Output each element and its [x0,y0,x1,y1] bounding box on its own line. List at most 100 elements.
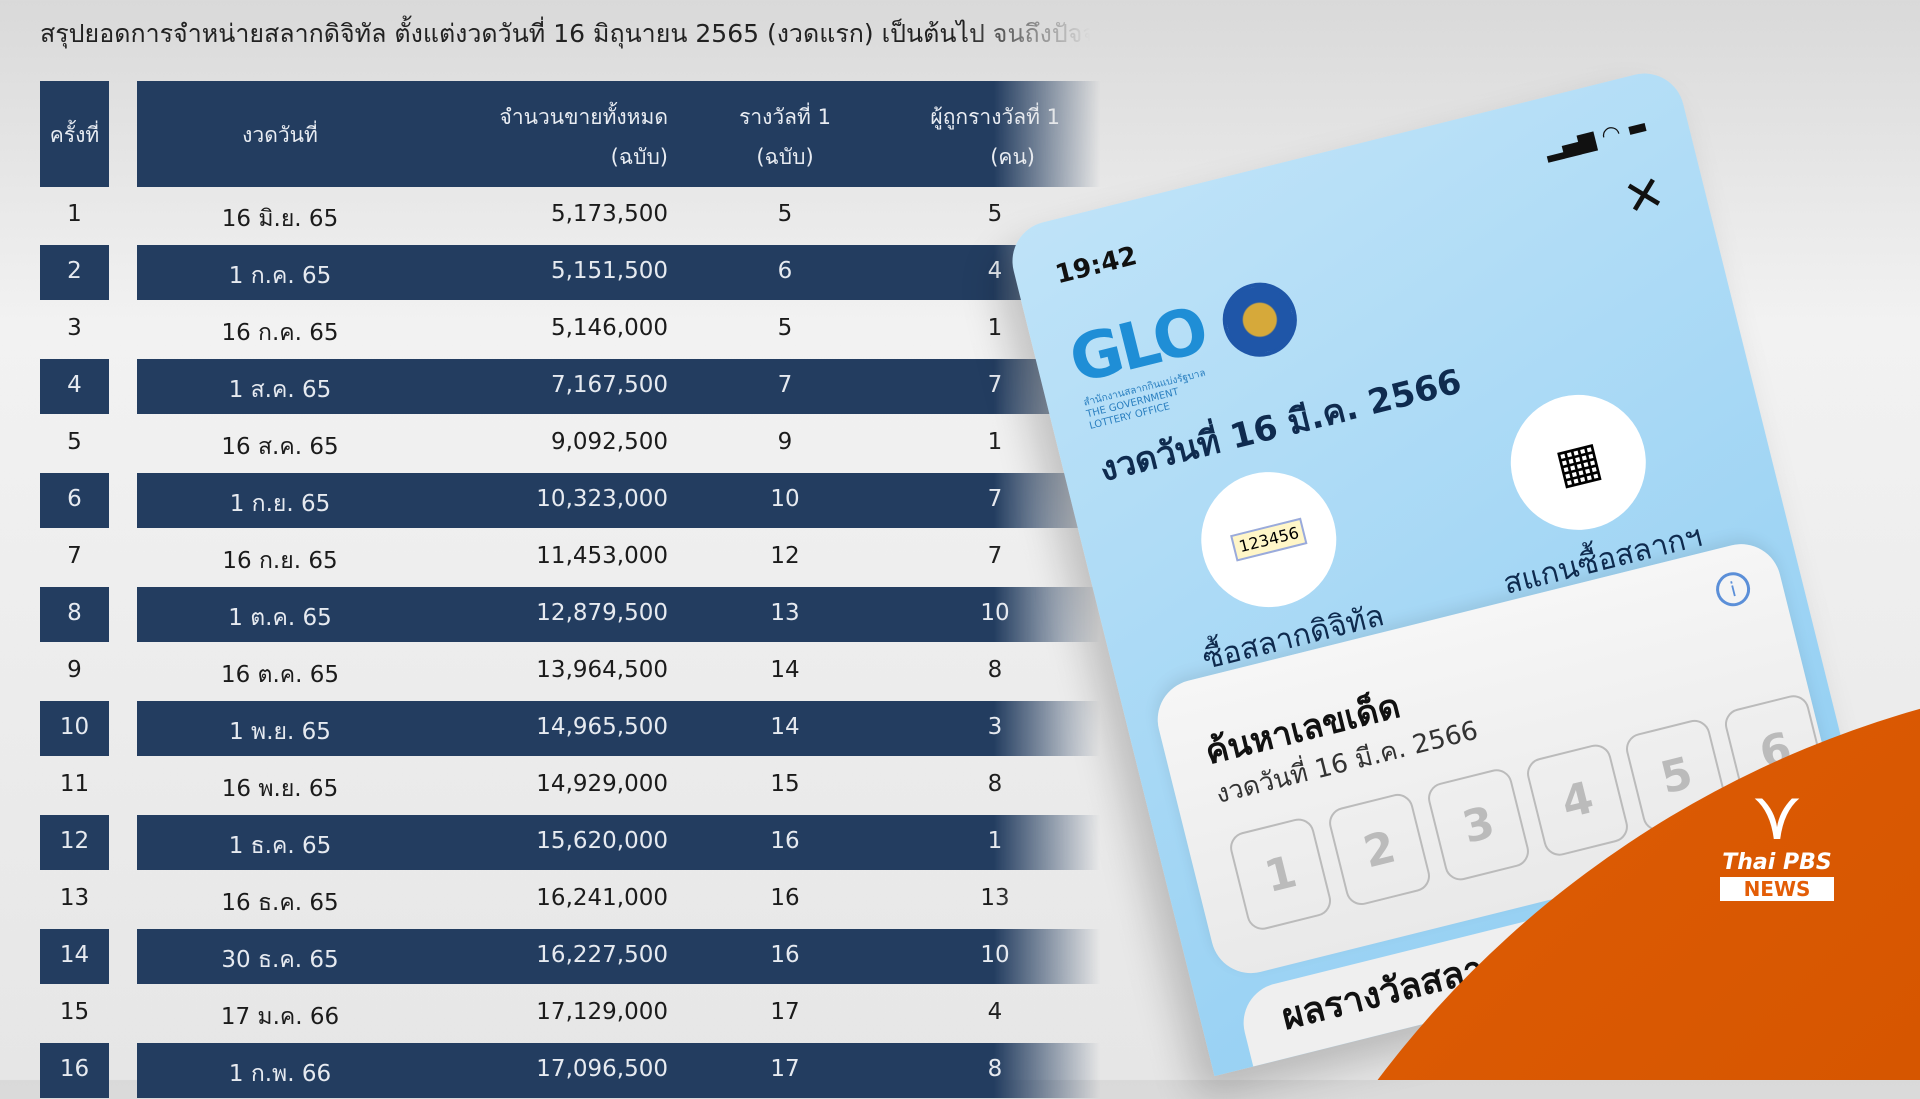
page-title: สรุปยอดการจำหน่ายสลากดิจิทัล ตั้งแต่งวดว… [40,19,1090,48]
cell-date: 16 มิ.ย. 65 [221,206,339,232]
cell-winners: 1 [987,315,1003,341]
digit-input-1[interactable]: 1 [1226,815,1335,934]
cell-total: 9,092,500 [550,429,668,455]
table-row: 16 1 ก.พ. 66 17,096,500 17 8 [40,1042,1100,1099]
cell-date: 1 ต.ค. 65 [228,605,332,631]
digit-input-4[interactable]: 4 [1523,741,1632,860]
cell-no: 10 [59,714,90,740]
cell-date: 16 ก.ย. 65 [222,548,338,574]
status-icons: ▂▄▆ ◠ ▬ [1543,114,1651,164]
header-date: งวดวันที่ [242,123,318,147]
cell-winners: 1 [987,429,1003,455]
header-winners: ผู้ถูกรางวัลที่ 1 [930,105,1060,129]
header-prize-unit: (ฉบับ) [756,145,814,169]
cell-winners: 8 [987,1056,1003,1082]
cell-prize: 15 [770,771,800,797]
cell-total: 16,227,500 [536,942,668,968]
cell-no: 15 [59,999,90,1025]
cell-total: 13,964,500 [536,657,668,683]
wifi-icon: ◠ [1598,120,1624,150]
table-row: 5 16 ส.ค. 65 9,092,500 9 1 [40,415,1100,472]
header-total-unit: (ฉบับ) [610,145,668,169]
table-row: 9 16 ต.ค. 65 13,964,500 14 8 [40,643,1100,700]
cell-no: 16 [59,1056,90,1082]
cell-winners: 4 [987,999,1003,1025]
cell-prize: 17 [770,1056,800,1082]
cell-winners: 7 [987,486,1003,512]
table-row: 4 1 ส.ค. 65 7,167,500 7 7 [40,358,1100,415]
cell-date: 1 ส.ค. 65 [228,377,332,403]
cell-date: 30 ธ.ค. 65 [221,947,339,973]
cell-total: 15,620,000 [536,828,668,854]
thai-pbs-news-logo: ⋎ Thai PBS NEWS [1712,780,1842,901]
cell-no: 4 [67,372,82,398]
cell-prize: 10 [770,486,800,512]
signal-icon: ▂▄▆ [1542,126,1599,164]
cell-winners: 7 [987,543,1003,569]
cell-date: 1 ก.ย. 65 [229,491,331,517]
cell-no: 7 [67,543,82,569]
cell-total: 7,167,500 [550,372,668,398]
close-button[interactable]: ✕ [1617,164,1671,229]
cell-prize: 7 [777,372,793,398]
cell-date: 1 ธ.ค. 65 [228,833,332,859]
status-time: 19:42 [1052,241,1141,291]
cell-prize: 13 [770,600,800,626]
glo-seal-icon [1214,274,1305,365]
table-row: 10 1 พ.ย. 65 14,965,500 14 3 [40,700,1100,757]
cell-date: 1 ก.ค. 65 [228,263,332,289]
table-row: 1 16 มิ.ย. 65 5,173,500 5 5 [40,187,1100,244]
cell-date: 1 ก.พ. 66 [228,1061,332,1087]
cell-total: 14,965,500 [536,714,668,740]
table-row: 12 1 ธ.ค. 65 15,620,000 16 1 [40,814,1100,871]
cell-total: 12,879,500 [536,600,668,626]
cell-winners: 10 [980,942,1010,968]
cell-date: 16 ก.ค. 65 [221,320,339,346]
cell-total: 14,929,000 [536,771,668,797]
cell-prize: 12 [770,543,800,569]
table-row: 7 16 ก.ย. 65 11,453,000 12 7 [40,529,1100,586]
table-row: 11 16 พ.ย. 65 14,929,000 15 8 [40,757,1100,814]
table-row: 8 1 ต.ค. 65 12,879,500 13 10 [40,586,1100,643]
digit-input-2[interactable]: 2 [1325,790,1434,909]
cell-date: 1 พ.ย. 65 [229,719,331,745]
cell-total: 17,129,000 [536,999,668,1025]
table-row: 14 30 ธ.ค. 65 16,227,500 16 10 [40,928,1100,985]
cell-prize: 5 [777,315,793,341]
cell-winners: 8 [987,657,1003,683]
digit-input-3[interactable]: 3 [1424,765,1533,884]
cell-winners: 3 [987,714,1003,740]
header-prize: รางวัลที่ 1 [739,105,831,129]
cell-winners: 13 [980,885,1010,911]
info-icon[interactable]: i [1712,568,1754,610]
cell-total: 11,453,000 [536,543,668,569]
cell-prize: 9 [777,429,793,455]
cell-prize: 6 [777,258,793,284]
cell-no: 12 [59,828,90,854]
cell-no: 9 [67,657,82,683]
cell-winners: 7 [987,372,1003,398]
cell-no: 3 [67,315,82,341]
cell-no: 6 [67,486,82,512]
cell-total: 16,241,000 [536,885,668,911]
table-row: 15 17 ม.ค. 66 17,129,000 17 4 [40,985,1100,1042]
cell-winners: 4 [987,258,1003,284]
cell-total: 17,096,500 [536,1056,668,1082]
cell-prize: 5 [777,201,793,227]
cell-date: 16 พ.ย. 65 [221,776,339,802]
cell-no: 11 [59,771,90,797]
cell-no: 13 [59,885,90,911]
cell-winners: 1 [987,828,1003,854]
header-no: ครั้งที่ [49,123,100,147]
cell-prize: 16 [770,885,800,911]
ticket-hand-icon: 123456 [1187,457,1351,622]
sales-table: ครั้งที่ งวดวันที่ จำนวนขายทั้งหมด (ฉบับ… [40,81,1100,1099]
cell-prize: 14 [770,714,800,740]
cell-total: 10,323,000 [536,486,668,512]
header-winners-unit: (คน) [990,145,1035,169]
thai-pbs-bird-icon: ⋎ [1751,774,1803,856]
table-row: 13 16 ธ.ค. 65 16,241,000 16 13 [40,871,1100,928]
table-row: 3 16 ก.ค. 65 5,146,000 5 1 [40,301,1100,358]
header-total: จำนวนขายทั้งหมด [499,105,668,129]
cell-total: 5,151,500 [550,258,668,284]
